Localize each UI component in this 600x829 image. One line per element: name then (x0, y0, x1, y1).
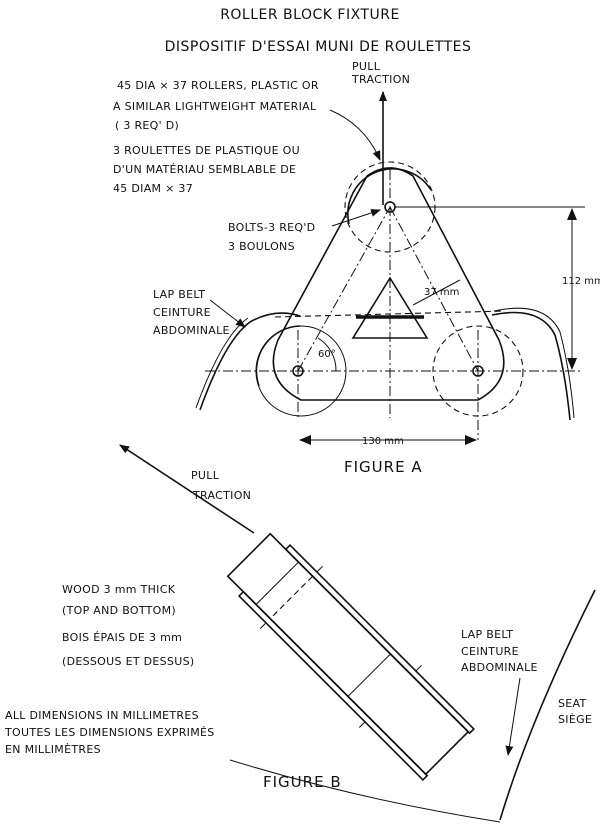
lapbelt-label-b2: CEINTURE (461, 645, 519, 658)
pull-label-b: PULL (191, 469, 220, 482)
lapbelt-leader-b (505, 677, 521, 756)
lapbelt-label-b1: LAP BELT (461, 628, 513, 641)
bolt-1-top (316, 565, 323, 573)
top-wood-plate (284, 543, 475, 735)
wood-en-line2: (TOP AND BOTTOM) (62, 604, 176, 617)
lap-belt-b (229, 759, 501, 823)
figure-b-caption: FIGURE B (263, 773, 342, 791)
lap-belt-webbing (347, 653, 469, 775)
rollers-en-line1: 45 DIA × 37 ROLLERS, PLASTIC OR (117, 79, 319, 92)
centerline-diagonal-left (297, 206, 391, 372)
note-line2: TOUTES LES DIMENSIONS EXPRIMÉS (4, 726, 215, 739)
seat-outline (499, 589, 596, 821)
lapbelt-label-a2: CEINTURE (153, 306, 211, 319)
rollers-fr-line1: 3 ROULETTES DE PLASTIQUE OU (113, 144, 300, 157)
note-line3: EN MILLIMÈTRES (5, 743, 101, 756)
angle-arc (317, 337, 337, 372)
wood-fr-line2: (DESSOUS ET DESSUS) (62, 655, 194, 668)
title-fr: DISPOSITIF D'ESSAI MUNI DE ROULETTES (165, 39, 472, 55)
bolt-2-top (415, 664, 422, 672)
belt-hidden-line (274, 310, 506, 318)
bolts-label-fr: 3 BOULONS (228, 240, 295, 253)
rollers-en-line2: A SIMILAR LIGHTWEIGHT MATERIAL (113, 100, 317, 113)
rollers-fr-line3: 45 DIAM × 37 (113, 182, 193, 195)
pull-arrow-b (119, 444, 255, 534)
seat-label-en: SEAT (558, 697, 587, 710)
dim-130-arrow-left (299, 435, 311, 445)
dim-130-label: 130 mm (362, 436, 404, 447)
dim-112-label: 112 mm (562, 276, 600, 287)
pull-label-a: PULL (352, 60, 381, 73)
roller-top (347, 168, 432, 225)
title-en: ROLLER BLOCK FIXTURE (220, 7, 400, 23)
seat-label-fr: SIÈGE (558, 713, 592, 726)
dim-37-line (412, 279, 461, 306)
lapbelt-leader-a (209, 299, 246, 328)
bolt-1-bottom (259, 622, 267, 629)
traction-label-a: TRACTION (351, 73, 410, 86)
figure-a-caption: FIGURE A (344, 458, 423, 476)
lapbelt-label-b3: ABDOMINALE (461, 661, 538, 674)
rollers-en-line3: ( 3 REQ' D) (115, 119, 179, 132)
bottom-wood-plate (237, 590, 429, 781)
fixture-side-view (226, 532, 475, 781)
bolts-label-en: BOLTS-3 REQ'D (228, 221, 315, 234)
bolts-leader (331, 209, 381, 227)
triangular-plate (272, 167, 505, 401)
roller-left (255, 325, 301, 387)
bolt-2-bottom (358, 721, 366, 728)
note-line1: ALL DIMENSIONS IN MILLIMETRES (5, 709, 199, 722)
dim-112-arrow-bottom (567, 358, 577, 370)
fixture-body (226, 532, 470, 776)
lap-belt-left (199, 312, 301, 411)
centerline-diagonal-right (389, 206, 479, 372)
wood-fr-line1: BOIS ÉPAIS DE 3 mm (62, 631, 182, 644)
wood-en-line1: WOOD 3 mm THICK (62, 583, 176, 596)
roller-end-hatch (227, 533, 300, 606)
dim-130-arrow-right (465, 435, 477, 445)
traction-label-b: TRACTION (192, 489, 251, 502)
lapbelt-label-a1: LAP BELT (153, 288, 205, 301)
rollers-fr-line2: D'UN MATÉRIAU SEMBLABLE DE (113, 163, 296, 176)
dim-37-label: 37 mm (424, 287, 459, 298)
figure-b: PULL TRACTION WOOD 3 mm THICK (TOP AND B… (62, 444, 596, 823)
figure-a: PULL TRACTION 45 DIA × 37 ROLLERS, PLAST… (113, 60, 600, 476)
lap-belt-right (491, 311, 571, 421)
lapbelt-label-a3: ABDOMINALE (153, 324, 230, 337)
lap-belt-right-inner (493, 307, 575, 419)
dim-112-arrow-top (567, 208, 577, 220)
rollers-leader (329, 109, 381, 161)
angle-label: 60° (318, 349, 336, 360)
roller-hidden-edge (269, 575, 314, 620)
